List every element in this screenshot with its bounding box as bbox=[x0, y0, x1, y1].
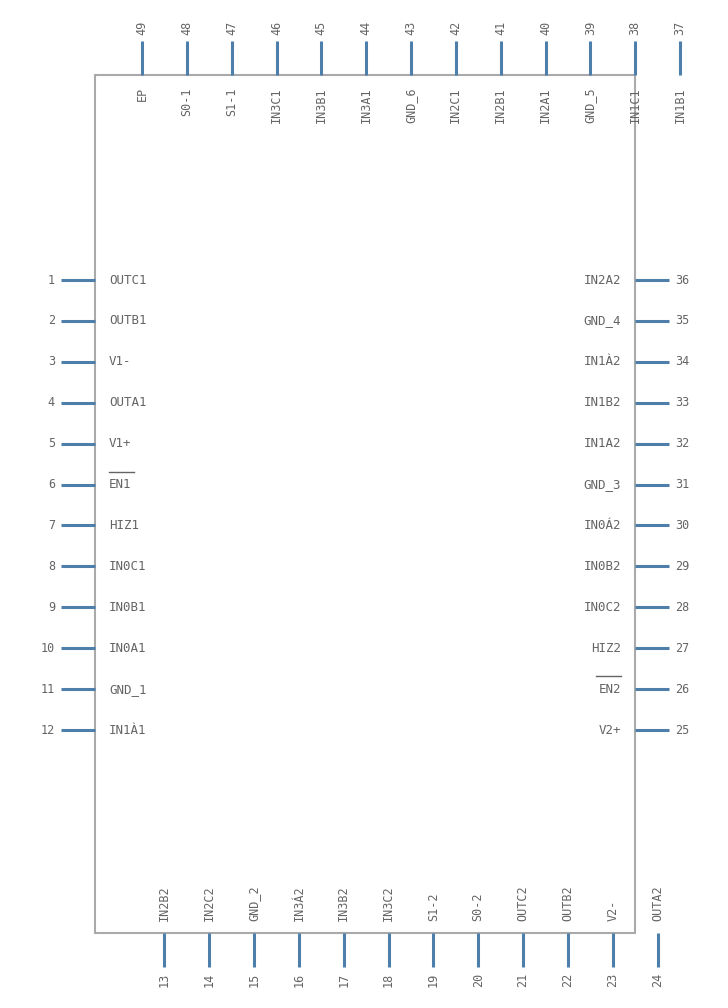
Text: 10: 10 bbox=[41, 642, 55, 654]
Text: 16: 16 bbox=[293, 973, 306, 987]
Text: HIZ2: HIZ2 bbox=[591, 642, 621, 654]
Text: V2+: V2+ bbox=[598, 724, 621, 737]
Text: S1-1: S1-1 bbox=[225, 87, 238, 116]
Text: 22: 22 bbox=[561, 973, 574, 987]
Text: IN3B1: IN3B1 bbox=[314, 87, 328, 123]
Text: V2-: V2- bbox=[606, 899, 620, 921]
Text: IN3C2: IN3C2 bbox=[382, 885, 395, 921]
Text: IN0C2: IN0C2 bbox=[584, 601, 621, 614]
Text: 25: 25 bbox=[675, 724, 689, 737]
Text: 43: 43 bbox=[405, 21, 417, 35]
Text: S1-2: S1-2 bbox=[427, 892, 440, 921]
Text: 32: 32 bbox=[675, 437, 689, 451]
Text: GND_6: GND_6 bbox=[405, 87, 417, 123]
Text: EP: EP bbox=[135, 87, 149, 101]
Text: 3: 3 bbox=[48, 355, 55, 368]
Text: 15: 15 bbox=[248, 973, 261, 987]
Text: 1: 1 bbox=[48, 273, 55, 286]
Text: 30: 30 bbox=[675, 519, 689, 532]
Text: GND_1: GND_1 bbox=[109, 682, 146, 696]
Text: IN3B2: IN3B2 bbox=[337, 885, 350, 921]
Text: 46: 46 bbox=[270, 21, 283, 35]
Text: 33: 33 bbox=[675, 396, 689, 409]
Text: 6: 6 bbox=[48, 478, 55, 491]
Text: OUTB2: OUTB2 bbox=[561, 885, 574, 921]
Text: OUTA1: OUTA1 bbox=[109, 396, 146, 409]
Text: 29: 29 bbox=[675, 559, 689, 573]
Text: V1+: V1+ bbox=[109, 437, 132, 451]
Text: GND_3: GND_3 bbox=[584, 478, 621, 491]
Text: 2: 2 bbox=[48, 314, 55, 328]
Text: 18: 18 bbox=[382, 973, 395, 987]
Text: IN2B1: IN2B1 bbox=[494, 87, 507, 123]
Text: 24: 24 bbox=[651, 973, 664, 987]
Text: 45: 45 bbox=[314, 21, 328, 35]
Text: IN1À2: IN1À2 bbox=[584, 355, 621, 368]
Text: 34: 34 bbox=[675, 355, 689, 368]
Text: IN1B2: IN1B2 bbox=[584, 396, 621, 409]
Text: 4: 4 bbox=[48, 396, 55, 409]
Text: 39: 39 bbox=[584, 21, 597, 35]
Text: 40: 40 bbox=[539, 21, 552, 35]
Text: 14: 14 bbox=[203, 973, 215, 987]
Text: 21: 21 bbox=[517, 973, 529, 987]
Text: 31: 31 bbox=[675, 478, 689, 491]
Text: IN0A1: IN0A1 bbox=[109, 642, 146, 654]
Text: 36: 36 bbox=[675, 273, 689, 286]
Text: S0-2: S0-2 bbox=[472, 892, 485, 921]
Text: OUTC2: OUTC2 bbox=[517, 885, 529, 921]
Text: 37: 37 bbox=[673, 21, 687, 35]
Text: IN2C1: IN2C1 bbox=[449, 87, 462, 123]
Text: HIZ1: HIZ1 bbox=[109, 519, 139, 532]
Text: 5: 5 bbox=[48, 437, 55, 451]
Text: 7: 7 bbox=[48, 519, 55, 532]
Text: 28: 28 bbox=[675, 601, 689, 614]
Text: IN0B2: IN0B2 bbox=[584, 559, 621, 573]
Text: IN1A2: IN1A2 bbox=[584, 437, 621, 451]
Text: IN3Á2: IN3Á2 bbox=[293, 885, 306, 921]
Text: 35: 35 bbox=[675, 314, 689, 328]
Text: EN1: EN1 bbox=[109, 478, 132, 491]
Text: IN0C1: IN0C1 bbox=[109, 559, 146, 573]
Text: V1-: V1- bbox=[109, 355, 132, 368]
Text: OUTB1: OUTB1 bbox=[109, 314, 146, 328]
Text: S0-1: S0-1 bbox=[181, 87, 194, 116]
Text: 47: 47 bbox=[225, 21, 238, 35]
Text: 20: 20 bbox=[472, 973, 485, 987]
Text: 27: 27 bbox=[675, 642, 689, 654]
Text: 41: 41 bbox=[494, 21, 507, 35]
Text: GND_2: GND_2 bbox=[248, 885, 261, 921]
Text: 26: 26 bbox=[675, 682, 689, 696]
Text: 11: 11 bbox=[41, 682, 55, 696]
Bar bbox=[95, 75, 635, 933]
Text: OUTC1: OUTC1 bbox=[109, 273, 146, 286]
Text: 12: 12 bbox=[41, 724, 55, 737]
Text: 38: 38 bbox=[629, 21, 641, 35]
Text: 48: 48 bbox=[181, 21, 194, 35]
Text: IN2B2: IN2B2 bbox=[158, 885, 171, 921]
Text: IN3A1: IN3A1 bbox=[360, 87, 373, 123]
Text: IN3C1: IN3C1 bbox=[270, 87, 283, 123]
Text: 17: 17 bbox=[337, 973, 350, 987]
Text: IN2A2: IN2A2 bbox=[584, 273, 621, 286]
Text: 9: 9 bbox=[48, 601, 55, 614]
Text: IN2C2: IN2C2 bbox=[203, 885, 215, 921]
Text: IN1C1: IN1C1 bbox=[629, 87, 641, 123]
Text: 23: 23 bbox=[606, 973, 620, 987]
Text: IN0B1: IN0B1 bbox=[109, 601, 146, 614]
Text: 13: 13 bbox=[158, 973, 171, 987]
Text: 19: 19 bbox=[427, 973, 440, 987]
Text: IN2A1: IN2A1 bbox=[539, 87, 552, 123]
Text: GND_4: GND_4 bbox=[584, 314, 621, 328]
Text: IN1B1: IN1B1 bbox=[673, 87, 687, 123]
Text: IN1À1: IN1À1 bbox=[109, 724, 146, 737]
Text: 49: 49 bbox=[135, 21, 149, 35]
Text: OUTA2: OUTA2 bbox=[651, 885, 664, 921]
Text: 44: 44 bbox=[360, 21, 373, 35]
Text: GND_5: GND_5 bbox=[584, 87, 597, 123]
Text: EN2: EN2 bbox=[598, 682, 621, 696]
Text: 42: 42 bbox=[449, 21, 462, 35]
Text: 8: 8 bbox=[48, 559, 55, 573]
Text: IN0Á2: IN0Á2 bbox=[584, 519, 621, 532]
